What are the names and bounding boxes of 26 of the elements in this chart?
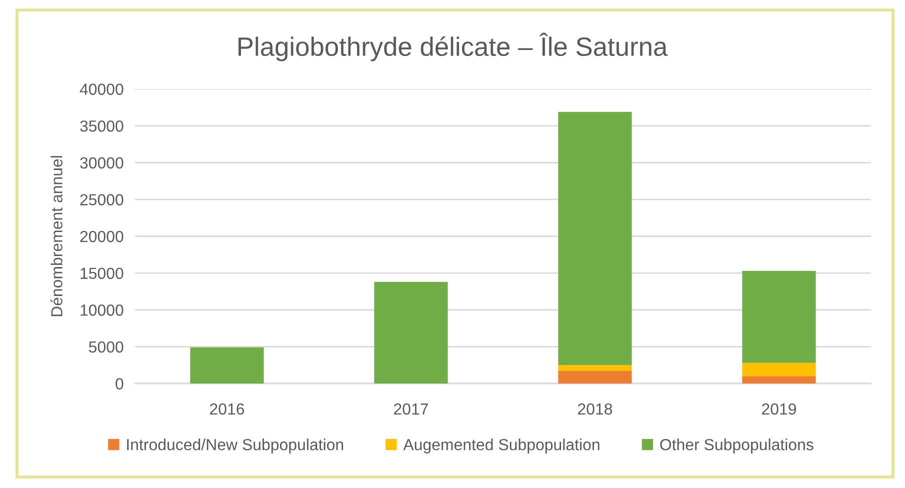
y-tick-label: 30000 — [80, 157, 124, 169]
y-tick-label: 0 — [116, 378, 124, 390]
y-tick-label: 40000 — [80, 84, 124, 95]
bar — [190, 347, 264, 384]
legend-label: Other Subpopulations — [660, 438, 814, 454]
x-tick-label: 2019 — [762, 403, 796, 415]
y-tick-label: 35000 — [80, 120, 124, 132]
bar — [742, 362, 816, 376]
y-tick-label: 5000 — [89, 341, 124, 353]
x-tick-label: 2018 — [578, 403, 612, 415]
bar — [558, 365, 632, 371]
bar — [558, 112, 632, 366]
chart-title: Plagiobothryde délicate – Île Saturna — [238, 32, 668, 62]
y-tick-label: 15000 — [80, 268, 124, 280]
bar — [558, 370, 632, 384]
y-axis-title: Dénombrement annuel — [50, 156, 62, 316]
bar — [742, 376, 816, 384]
legend-label: Augemented Subpopulation — [403, 438, 600, 454]
legend-label: Introduced/New Subpopulation — [127, 438, 344, 454]
x-tick-label: 2016 — [210, 403, 244, 415]
y-tick-label: 20000 — [80, 230, 124, 242]
bar — [374, 282, 448, 384]
bar — [742, 270, 816, 363]
y-tick-label: 10000 — [80, 304, 124, 316]
y-tick-label: 25000 — [80, 194, 124, 206]
x-tick-label: 2017 — [394, 403, 428, 415]
